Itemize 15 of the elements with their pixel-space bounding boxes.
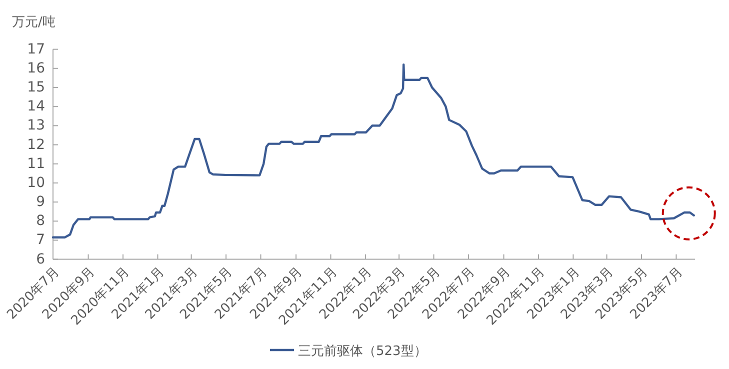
y-tick-label: 16 bbox=[27, 60, 46, 76]
legend-label: 三元前驱体（523型） bbox=[298, 344, 427, 359]
y-tick-label: 14 bbox=[27, 98, 46, 115]
y-tick-label: 11 bbox=[27, 156, 45, 172]
y-axis-title: 万元/吨 bbox=[12, 15, 56, 30]
y-tick-label: 12 bbox=[27, 136, 45, 153]
y-tick-label: 6 bbox=[36, 251, 46, 268]
y-tick-label: 13 bbox=[27, 118, 45, 134]
y-tick-label: 9 bbox=[36, 194, 45, 210]
y-tick-label: 8 bbox=[36, 213, 45, 230]
line-series bbox=[52, 63, 695, 238]
y-tick-label: 10 bbox=[27, 174, 45, 191]
y-tick-label: 15 bbox=[27, 79, 45, 96]
y-tick-label: 7 bbox=[36, 232, 45, 248]
y-tick-label: 17 bbox=[27, 41, 45, 58]
